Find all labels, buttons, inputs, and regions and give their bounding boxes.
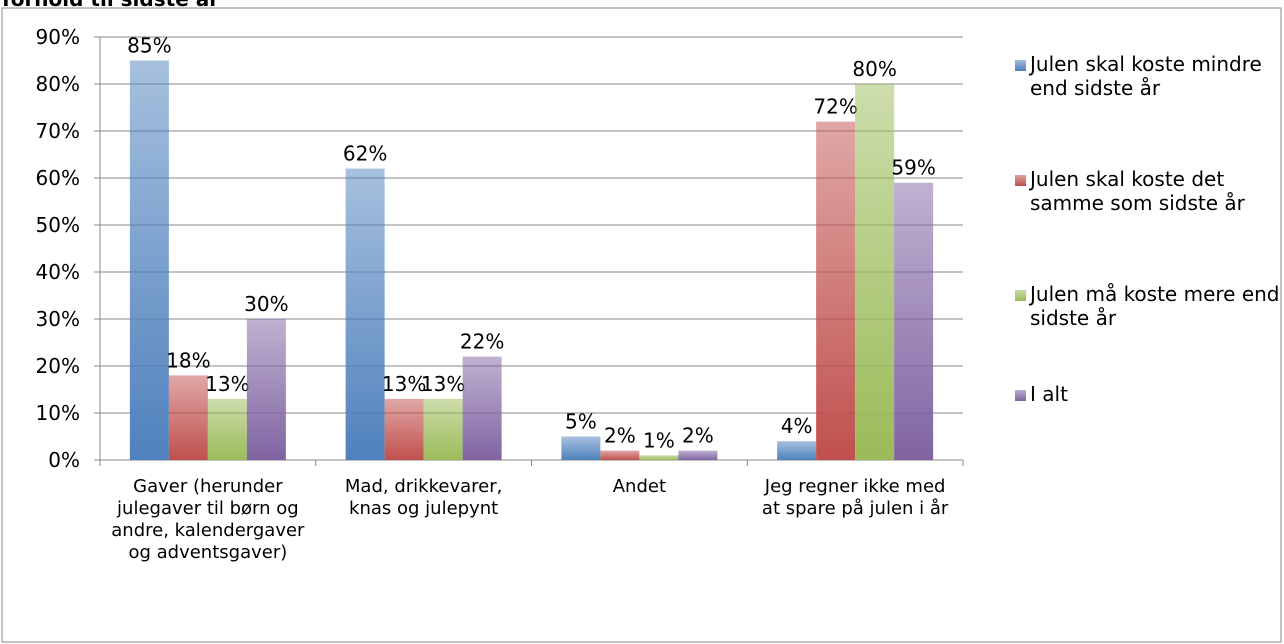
- y-tick-label: 10%: [36, 401, 80, 425]
- chart-title: forhold til sidste år: [2, 0, 219, 11]
- bar: [246, 319, 286, 460]
- data-label: 1%: [643, 428, 675, 452]
- data-label: 4%: [781, 414, 813, 438]
- bar: [345, 168, 385, 460]
- y-tick-label: 40%: [36, 260, 80, 284]
- data-label: 13%: [382, 372, 426, 396]
- data-label: 72%: [813, 95, 857, 119]
- bar: [207, 398, 247, 460]
- bar: [462, 356, 502, 460]
- x-tick-label: Mad, drikkevarer, knas og julepynt: [344, 476, 503, 519]
- bar: [168, 375, 208, 460]
- data-label: 85%: [127, 34, 171, 58]
- data-label: 13%: [205, 372, 249, 396]
- bar: [384, 398, 424, 460]
- data-label: 59%: [891, 156, 935, 180]
- bar: [777, 441, 817, 460]
- bar: [678, 450, 718, 460]
- y-tick-label: 0%: [48, 448, 80, 472]
- data-label: 80%: [852, 57, 896, 81]
- bar: [423, 398, 463, 460]
- x-tick-label: Andet: [612, 476, 667, 497]
- y-tick-label: 90%: [36, 25, 80, 49]
- data-label: 22%: [460, 330, 504, 354]
- y-tick-label: 30%: [36, 307, 80, 331]
- y-tick-label: 60%: [36, 166, 80, 190]
- legend-label: Julen skal koste det samme som sidste år: [1030, 167, 1245, 215]
- bar: [639, 455, 679, 460]
- y-tick-label: 70%: [36, 119, 80, 143]
- legend-swatch: [1015, 60, 1026, 71]
- legend-label: I alt: [1030, 382, 1068, 406]
- y-tick-label: 80%: [36, 72, 80, 96]
- data-label: 5%: [565, 410, 597, 434]
- data-label: 18%: [166, 348, 210, 372]
- data-label: 2%: [604, 424, 636, 448]
- bar: [894, 182, 934, 460]
- x-tick-label: Gaver (herunder julegaver til børn og an…: [111, 476, 305, 563]
- bar: [855, 84, 895, 460]
- data-label: 2%: [682, 424, 714, 448]
- x-tick-label: Jeg regner ikke med at spare på julen i …: [761, 476, 949, 519]
- bar: [561, 436, 601, 460]
- data-label: 30%: [244, 292, 288, 316]
- data-label: 62%: [343, 142, 387, 166]
- legend-label: Julen skal koste mindre end sidste år: [1030, 52, 1262, 100]
- legend-label: Julen må koste mere end sidste år: [1030, 282, 1280, 330]
- bar: [129, 60, 169, 460]
- y-tick-label: 50%: [36, 213, 80, 237]
- chart-border: [1, 7, 1282, 643]
- y-tick-label: 20%: [36, 354, 80, 378]
- bar: [816, 121, 856, 460]
- data-label: 13%: [421, 372, 465, 396]
- bar: [600, 450, 640, 460]
- legend-swatch: [1015, 175, 1026, 186]
- legend-swatch: [1015, 290, 1026, 301]
- legend-swatch: [1015, 390, 1026, 401]
